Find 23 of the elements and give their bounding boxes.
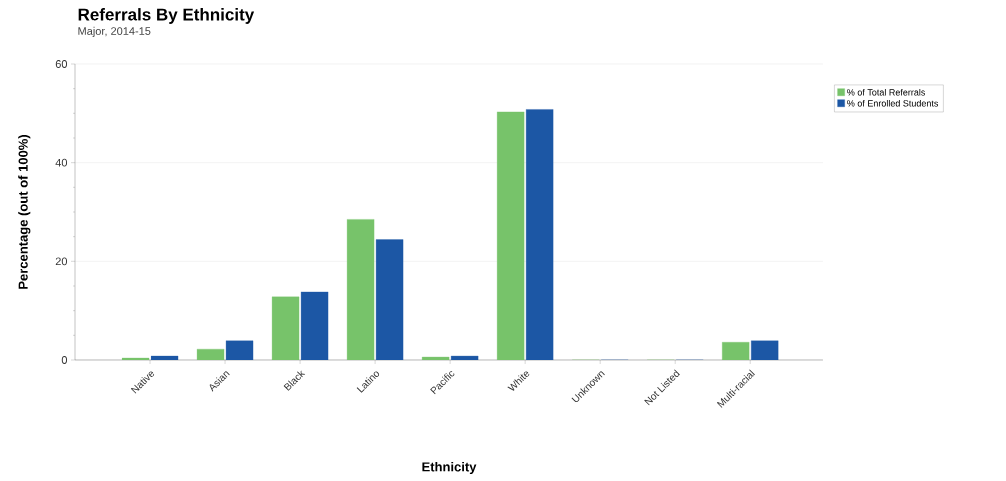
y-tick-label: 60 xyxy=(55,60,68,68)
y-tick-label: 0 xyxy=(61,356,68,364)
x-axis-title: Ethnicity xyxy=(422,461,477,475)
bar xyxy=(225,340,254,360)
bar xyxy=(421,356,450,360)
bar xyxy=(722,342,750,360)
bar xyxy=(271,296,300,360)
chart-title: Referrals By Ethnicity xyxy=(78,8,255,24)
y-tick-label: 20 xyxy=(55,257,68,266)
legend-label: % of Enrolled Students xyxy=(847,99,939,107)
chart-subtitle: Major, 2014-15 xyxy=(78,26,151,38)
bar xyxy=(450,355,479,360)
bar xyxy=(526,109,554,360)
legend-label: % of Total Referrals xyxy=(847,88,926,96)
bar xyxy=(196,348,225,360)
bar xyxy=(346,219,375,360)
y-axis-title: Percentage (out of 100%) xyxy=(18,135,31,289)
bar xyxy=(375,239,404,360)
bar xyxy=(497,111,525,360)
bar xyxy=(300,291,329,360)
bar xyxy=(751,340,779,360)
bar xyxy=(150,355,179,360)
y-tick-label: 40 xyxy=(55,158,68,167)
